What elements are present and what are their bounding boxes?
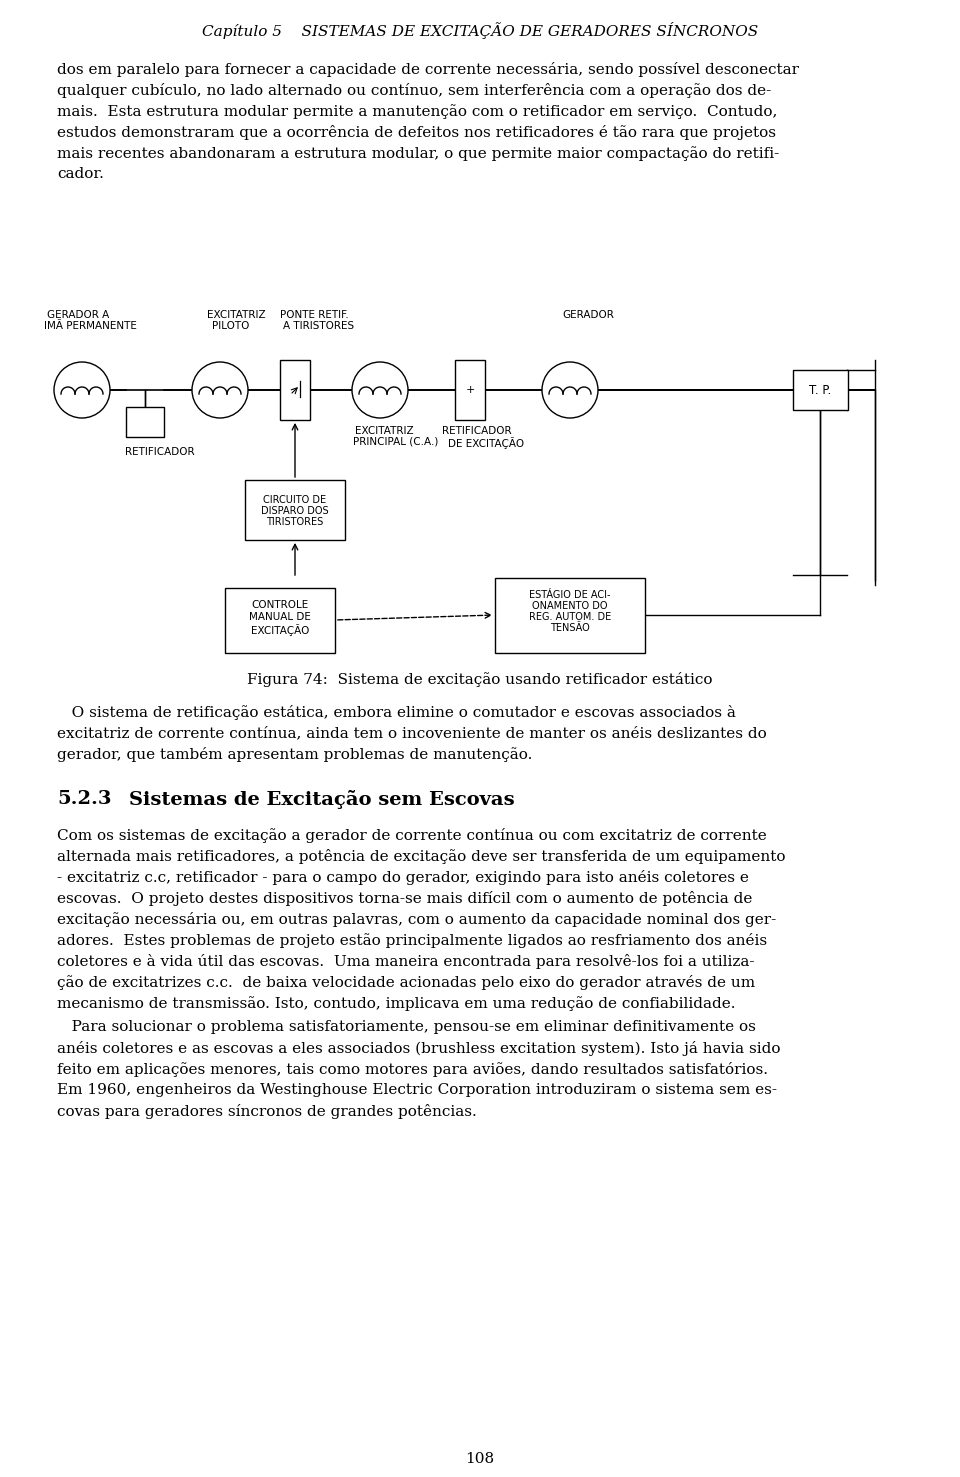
Text: EXCITATRIZ: EXCITATRIZ [355,425,414,436]
Text: +: + [466,385,474,394]
Text: ONAMENTO DO: ONAMENTO DO [532,601,608,611]
Bar [793,371,848,411]
Bar [245,480,345,541]
Text: A TIRISTORES: A TIRISTORES [283,321,354,331]
Bar [225,588,335,653]
Text: adores.  Estes problemas de projeto estão principalmente ligados ao resfriamento: adores. Estes problemas de projeto estão… [57,933,767,948]
Text: anéis coletores e as escovas a eles associados (brushless excitation system). Is: anéis coletores e as escovas a eles asso… [57,1041,780,1056]
Circle shape [54,362,110,418]
Text: dos em paralelo para fornecer a capacidade de corrente necessária, sendo possíve: dos em paralelo para fornecer a capacida… [57,62,799,77]
Text: REG. AUTOM. DE: REG. AUTOM. DE [529,611,612,622]
Text: coletores e à vida útil das escovas.  Uma maneira encontrada para resolvê-los fo: coletores e à vida útil das escovas. Uma… [57,954,755,969]
Text: Com os sistemas de excitação a gerador de corrente contínua ou com excitatriz de: Com os sistemas de excitação a gerador d… [57,829,767,843]
Text: excitação necessária ou, em outras palavras, com o aumento da capacidade nominal: excitação necessária ou, em outras palav… [57,911,777,928]
Text: ção de excitatrizes c.c.  de baixa velocidade acionadas pelo eixo do gerador atr: ção de excitatrizes c.c. de baixa veloci… [57,975,756,990]
Text: RETIFICADOR: RETIFICADOR [125,448,195,456]
Text: covas para geradores síncronos de grandes potências.: covas para geradores síncronos de grande… [57,1103,477,1120]
Text: escovas.  O projeto destes dispositivos torna-se mais difícil com o aumento de p: escovas. O projeto destes dispositivos t… [57,891,753,905]
Circle shape [542,362,598,418]
Text: GERADOR A: GERADOR A [47,310,109,321]
Text: PILOTO: PILOTO [212,321,250,331]
Text: EXCITATRIZ: EXCITATRIZ [207,310,266,321]
Text: MANUAL DE: MANUAL DE [249,611,311,622]
Text: estudos demonstraram que a ocorrência de defeitos nos retificadores é tão rara q: estudos demonstraram que a ocorrência de… [57,126,776,140]
Bar [280,360,310,419]
Text: mais recentes abandonaram a estrutura modular, o que permite maior compactação d: mais recentes abandonaram a estrutura mo… [57,146,780,161]
Text: Em 1960, engenheiros da Westinghouse Electric Corporation introduziram o sistema: Em 1960, engenheiros da Westinghouse Ele… [57,1083,777,1097]
Text: Sistemas de Excitação sem Escovas: Sistemas de Excitação sem Escovas [129,790,515,809]
Text: qualquer cubículo, no lado alternado ou contínuo, sem interferência com a operaç: qualquer cubículo, no lado alternado ou … [57,83,771,97]
Circle shape [192,362,248,418]
Text: T. P.: T. P. [809,384,831,396]
Text: GERADOR: GERADOR [562,310,613,321]
Text: ESTÁGIO DE ACI-: ESTÁGIO DE ACI- [529,589,611,600]
Text: feito em aplicações menores, tais como motores para aviões, dando resultados sat: feito em aplicações menores, tais como m… [57,1062,768,1077]
Text: CIRCUITO DE: CIRCUITO DE [263,495,326,505]
Text: mais.  Esta estrutura modular permite a manutenção com o retificador em serviço.: mais. Esta estrutura modular permite a m… [57,103,778,118]
Text: 108: 108 [466,1452,494,1467]
Text: PONTE RETIF.: PONTE RETIF. [280,310,348,321]
Text: CONTROLE: CONTROLE [252,600,308,610]
Text: EXCITAÇÃO: EXCITAÇÃO [251,623,309,637]
Text: PRINCIPAL (C.A.): PRINCIPAL (C.A.) [353,437,439,448]
Text: mecanismo de transmissão. Isto, contudo, implicava em uma redução de confiabilid: mecanismo de transmissão. Isto, contudo,… [57,995,735,1010]
Text: alternada mais retificadores, a potência de excitação deve ser transferida de um: alternada mais retificadores, a potência… [57,849,785,864]
Text: TIRISTORES: TIRISTORES [266,517,324,527]
Bar [495,578,645,653]
Text: O sistema de retificação estática, embora elimine o comutador e escovas associad: O sistema de retificação estática, embor… [57,705,736,719]
Text: RETIFICADOR: RETIFICADOR [442,425,512,436]
Bar [126,408,164,437]
Text: gerador, que também apresentam problemas de manutenção.: gerador, que também apresentam problemas… [57,747,533,762]
Text: DISPARO DOS: DISPARO DOS [261,507,329,515]
Text: TENSÃO: TENSÃO [550,623,589,634]
Text: cador.: cador. [57,167,104,182]
Text: excitatriz de corrente contínua, ainda tem o incoveniente de manter os anéis des: excitatriz de corrente contínua, ainda t… [57,727,767,740]
Bar [455,360,485,419]
Text: DE EXCITAÇÃO: DE EXCITAÇÃO [448,437,524,449]
Text: 5.2.3: 5.2.3 [57,790,111,808]
Text: IMÃ PERMANENTE: IMÃ PERMANENTE [44,321,137,331]
Text: Figura 74:  Sistema de excitação usando retificador estático: Figura 74: Sistema de excitação usando r… [248,672,712,687]
Text: Capítulo 5    SISTEMAS DE EXCITAÇÃO DE GERADORES SÍNCRONOS: Capítulo 5 SISTEMAS DE EXCITAÇÃO DE GERA… [202,22,758,38]
Circle shape [352,362,408,418]
Text: Para solucionar o problema satisfatoriamente, pensou-se em eliminar definitivame: Para solucionar o problema satisfatoriam… [57,1021,756,1034]
Text: - excitatriz c.c, retificador - para o campo do gerador, exigindo para isto anéi: - excitatriz c.c, retificador - para o c… [57,870,749,885]
